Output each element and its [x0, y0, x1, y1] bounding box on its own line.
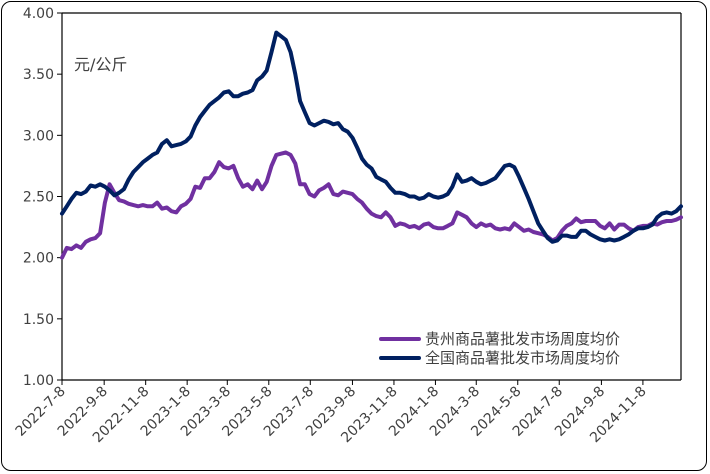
y-tick-label: 2.50 — [23, 190, 54, 206]
unit-label: 元/公斤 — [74, 55, 127, 74]
legend-label-1: 贵州商品薯批发市场周度均价 — [425, 330, 620, 348]
y-tick-label: 1.00 — [23, 373, 54, 389]
y-tick-label: 4.00 — [23, 6, 54, 22]
y-tick-label: 3.00 — [23, 128, 54, 144]
y-tick-label: 2.00 — [23, 251, 54, 267]
y-tick-label: 1.50 — [23, 312, 54, 328]
series-layer — [60, 30, 683, 260]
legend-label-2: 全国商品薯批发市场周度均价 — [425, 349, 620, 367]
series-line-1 — [60, 150, 683, 260]
series-line-2 — [60, 30, 683, 244]
y-tick-label: 3.50 — [23, 67, 54, 83]
